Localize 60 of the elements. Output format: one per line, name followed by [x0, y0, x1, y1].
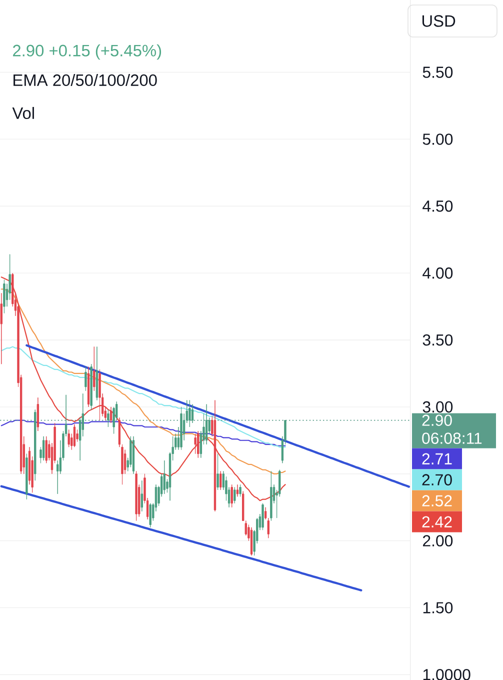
candlestick — [149, 503, 152, 528]
candlestick — [239, 484, 242, 497]
y-tick-label: 3.00 — [422, 401, 453, 413]
candlestick — [180, 406, 182, 450]
line-series — [0, 276, 286, 502]
candlestick — [135, 470, 138, 521]
candlestick — [98, 369, 101, 421]
candlestick — [110, 406, 112, 424]
y-tick-label: 2.00 — [422, 535, 453, 546]
candlestick — [220, 470, 222, 490]
text: 06:08:11 — [422, 432, 482, 444]
candlestick — [191, 404, 194, 424]
y-tick-label: 5.00 — [422, 134, 453, 145]
candlestick — [216, 454, 219, 490]
y-tick-label: 1.50 — [423, 602, 453, 614]
y-tick-label: 1.0000 — [423, 669, 470, 680]
candlestick — [121, 444, 124, 485]
candlestick — [214, 400, 216, 512]
candlestick — [26, 454, 28, 500]
candlestick — [3, 280, 6, 314]
candlestick — [0, 292, 2, 364]
candlestick — [250, 527, 253, 556]
text: 2.70 — [422, 474, 452, 486]
candlestick — [87, 366, 90, 408]
text: 2.71 — [422, 453, 452, 464]
text: 2.52 — [422, 495, 452, 506]
candlestick — [270, 470, 272, 521]
annotation: Vol — [12, 106, 34, 120]
y-tick-label: 3.50 — [422, 334, 453, 346]
candlestick — [96, 346, 98, 400]
candlestick — [163, 460, 166, 494]
candlestick — [140, 480, 144, 512]
ref-line-label: 2.90 — [422, 414, 452, 426]
y-tick-label: 5.50 — [422, 66, 453, 78]
candlestick — [188, 400, 191, 428]
candlestick — [230, 484, 233, 508]
candlestick — [42, 436, 45, 461]
candlestick — [34, 409, 36, 481]
candlestick — [84, 366, 87, 392]
y-tick-label: 4.00 — [422, 267, 453, 279]
candlestick — [262, 503, 264, 530]
text: 2.90 +0.15 (+5.45%) — [13, 44, 162, 60]
y-tick-label: 4.50 — [422, 200, 453, 212]
candlestick — [205, 404, 208, 445]
text: 2.42 — [422, 516, 452, 528]
candlestick — [234, 486, 236, 504]
candlestick — [45, 436, 48, 464]
candlestick — [73, 424, 76, 448]
candlestick — [197, 430, 200, 458]
candlestick — [93, 346, 96, 392]
annotation: EMA 20/50/100/200 — [14, 74, 157, 86]
candlestick — [194, 433, 196, 454]
candlestick — [132, 436, 135, 474]
candlestick — [236, 484, 239, 497]
candlestick — [118, 417, 121, 448]
candlestick — [90, 364, 92, 410]
candlestick — [107, 409, 110, 428]
candlestick — [36, 397, 40, 432]
text: USD — [422, 15, 456, 27]
candlestick — [68, 429, 70, 448]
